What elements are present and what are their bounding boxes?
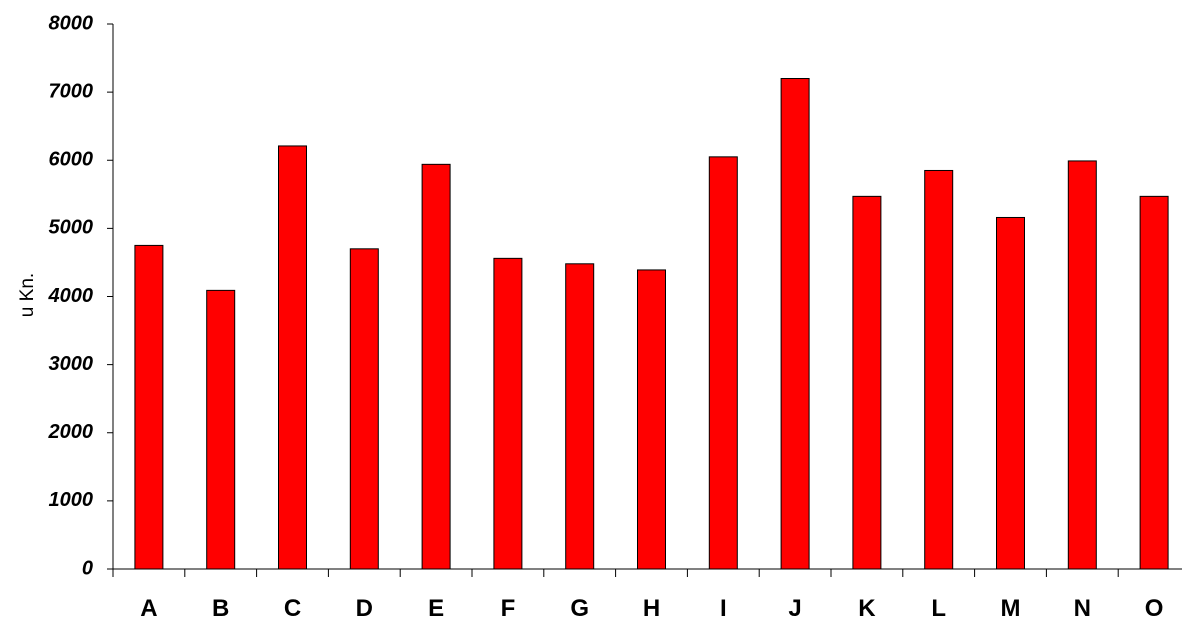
x-tick-label: H [643,595,660,622]
x-tick-label: M [1001,595,1021,622]
x-tick-label: K [858,595,876,622]
bar-k [852,195,882,570]
x-tick-label: B [212,595,229,622]
x-tick-label: N [1074,595,1091,622]
y-tick-label: 7000 [49,80,94,102]
y-tick-label: 5000 [49,217,94,239]
x-tick-label: E [428,595,444,622]
bar-l [924,169,954,570]
y-tick-label: 0 [82,557,93,579]
y-tick-label: 8000 [49,12,94,34]
bar-j [780,78,810,570]
bar-a [134,244,164,570]
bar-h [637,269,666,570]
x-tick-label: J [788,595,801,622]
y-tick-label: 2000 [48,421,94,443]
bars [134,78,1169,570]
bar-b [206,289,236,570]
x-tick-label: L [931,595,946,622]
y-tick-label: 6000 [49,149,94,171]
y-axis: 0 1000 2000 3000 4000 5000 6000 7000 8000 [48,12,114,579]
y-tick-label: 1000 [49,489,94,511]
bar-c [278,145,307,570]
x-tick-label: A [140,595,157,622]
bar-i [708,156,738,570]
x-tick-label: C [284,595,301,622]
x-tick-label: O [1145,595,1164,622]
bar-g [565,263,595,570]
bar-m [996,216,1025,570]
y-tick-label: 3000 [49,353,94,375]
x-tick-label: I [720,595,727,622]
bar-o [1139,195,1169,570]
bar-d [349,248,379,570]
bar-e [421,163,451,570]
x-tick-label: G [570,595,589,622]
x-tick-label: F [501,595,516,622]
y-axis-title-group: u Kn. [17,273,38,317]
y-axis-title: u Kn. [17,273,38,317]
bar-f [493,257,523,570]
x-tick-label: D [356,595,373,622]
bar-n [1067,160,1097,570]
x-axis: A B C D E F G H I J K L M N O [112,568,1182,622]
y-tick-label: 4000 [48,285,94,307]
